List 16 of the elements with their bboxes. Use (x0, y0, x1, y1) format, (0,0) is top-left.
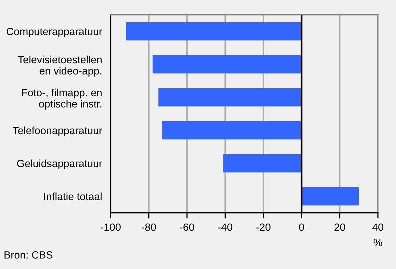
y-tick-label: Televisietoestellen en video-app. (18, 56, 102, 77)
x-tick-label: -100 (100, 224, 121, 232)
x-axis-title: % (374, 239, 382, 246)
y-tick-label: Geluidsapparatuur (17, 160, 102, 170)
x-tick-label: -20 (256, 224, 271, 232)
x-tick-label: 20 (334, 224, 346, 232)
y-tick-label: Inflatie totaal (44, 192, 102, 200)
text: Bron: CBS (4, 251, 53, 259)
x-tick-label: -80 (142, 224, 156, 232)
x-tick-label: 40 (372, 224, 384, 232)
x-tick-label: -60 (180, 224, 194, 232)
y-tick-label: Foto-, filmapp. en optische instr. (22, 88, 102, 110)
y-tick-label: Telefoonapparatuur (13, 126, 102, 136)
x-tick-label: 0 (299, 224, 304, 232)
x-tick-label: -40 (218, 224, 233, 232)
y-tick-label: Computerapparatuur (6, 28, 102, 38)
